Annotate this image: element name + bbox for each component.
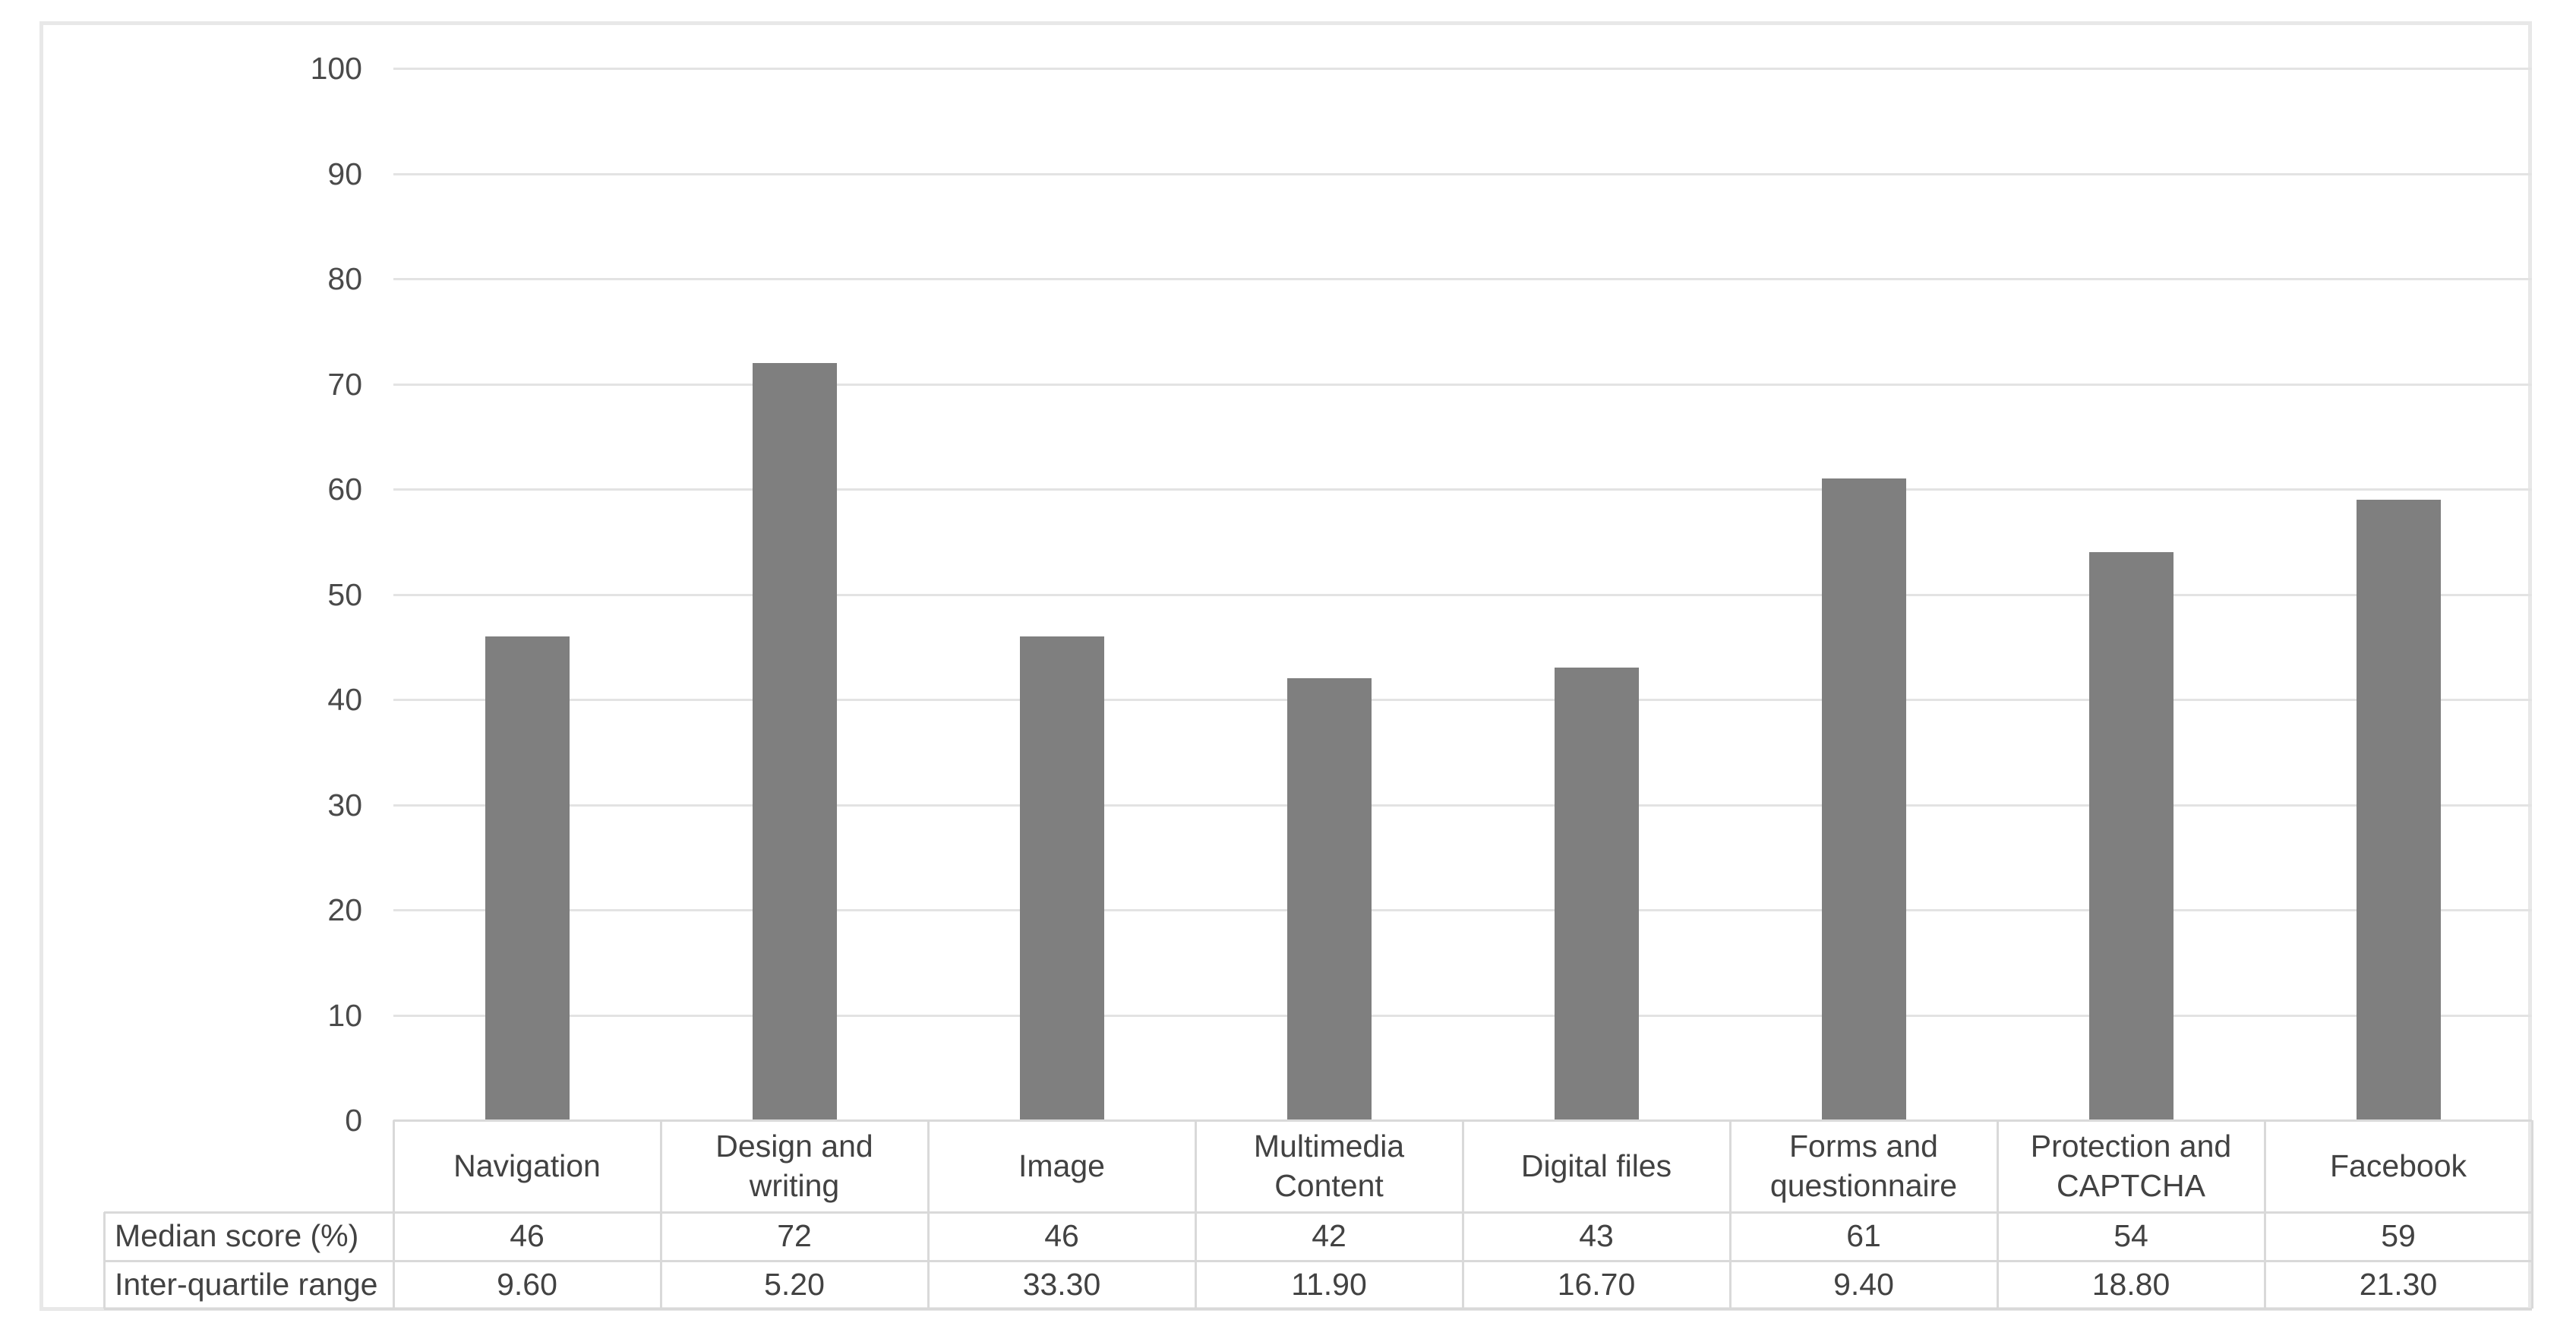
value-cell-s0-4: 43 — [1579, 1218, 1614, 1254]
category-label: Digital files — [1520, 1148, 1672, 1183]
value-cell-s1-3: 11.90 — [1291, 1266, 1367, 1302]
y-tick-label-60: 60 — [327, 472, 362, 507]
bar-4 — [1554, 668, 1639, 1120]
value-cell-s0-3: 42 — [1312, 1218, 1346, 1254]
y-gridline-80 — [393, 278, 2532, 280]
table-vline-0 — [393, 1120, 395, 1309]
y-gridline-70 — [393, 383, 2532, 386]
category-cell-5: Forms and questionnaire — [1730, 1120, 1997, 1212]
value-cell-s1-5: 9.40 — [1833, 1266, 1894, 1302]
y-tick-label-80: 80 — [327, 261, 362, 296]
category-label: Navigation — [453, 1148, 601, 1183]
bar-0 — [485, 636, 570, 1120]
category-cell-1: Design and writing — [661, 1120, 928, 1212]
bar-1 — [752, 362, 837, 1120]
y-gridline-20 — [393, 909, 2532, 911]
value-cell-s0-1: 72 — [777, 1218, 812, 1254]
y-gridline-40 — [393, 699, 2532, 701]
y-gridline-90 — [393, 172, 2532, 175]
category-label: Forms and questionnaire — [1769, 1129, 1958, 1203]
value-cell-s1-0: 9.60 — [497, 1266, 557, 1302]
table-vline-8 — [2531, 1120, 2533, 1309]
category-label: Multimedia Content — [1253, 1129, 1405, 1203]
y-gridline-30 — [393, 804, 2532, 807]
category-label: Facebook — [2329, 1148, 2467, 1183]
category-cell-0: Navigation — [393, 1120, 661, 1212]
y-tick-label-20: 20 — [327, 892, 362, 927]
category-label: Image — [1018, 1148, 1105, 1183]
category-cell-7: Facebook — [2265, 1120, 2532, 1212]
category-label: Protection and CAPTCHA — [2030, 1129, 2232, 1203]
bar-7 — [2356, 499, 2441, 1120]
value-cell-s0-6: 54 — [2114, 1218, 2148, 1254]
value-cell-s1-4: 16.70 — [1557, 1266, 1636, 1302]
value-cell-s1-2: 33.30 — [1022, 1266, 1101, 1302]
category-cell-2: Image — [928, 1120, 1195, 1212]
value-cell-s0-7: 59 — [2381, 1218, 2416, 1254]
row-header-0: Median score (%) — [115, 1218, 359, 1254]
bar-6 — [2088, 552, 2174, 1120]
y-tick-label-90: 90 — [327, 156, 362, 191]
bar-2 — [1019, 636, 1104, 1120]
bar-5 — [1821, 478, 1906, 1120]
table-vline-3 — [1195, 1120, 1197, 1309]
value-cell-s0-5: 61 — [1846, 1218, 1881, 1254]
y-tick-label-0: 0 — [345, 1103, 362, 1138]
category-cell-6: Protection and CAPTCHA — [1997, 1120, 2265, 1212]
y-gridline-10 — [393, 1014, 2532, 1017]
table-hline-1 — [104, 1211, 2532, 1214]
table-vline-1 — [660, 1120, 662, 1309]
table-vline-5 — [1729, 1120, 1732, 1309]
row-header-1: Inter-quartile range — [115, 1266, 378, 1302]
value-cell-s1-1: 5.20 — [764, 1266, 825, 1302]
y-tick-label-100: 100 — [310, 51, 362, 86]
value-cell-s1-7: 21.30 — [2359, 1266, 2438, 1302]
bar-3 — [1286, 678, 1372, 1120]
table-vline-7 — [2264, 1120, 2266, 1309]
y-gridline-50 — [393, 593, 2532, 596]
table-vline-header-left — [103, 1212, 106, 1309]
table-vline-6 — [1997, 1120, 1999, 1309]
y-tick-label-30: 30 — [327, 787, 362, 823]
table-hline-3 — [104, 1308, 2532, 1310]
table-vline-2 — [927, 1120, 930, 1309]
y-gridline-100 — [393, 68, 2532, 70]
value-cell-s1-6: 18.80 — [2091, 1266, 2170, 1302]
value-cell-s0-0: 46 — [510, 1218, 545, 1254]
table-vline-4 — [1462, 1120, 1464, 1309]
y-tick-label-70: 70 — [327, 366, 362, 402]
category-label: Design and writing — [715, 1129, 873, 1203]
category-cell-3: Multimedia Content — [1195, 1120, 1463, 1212]
y-tick-label-10: 10 — [327, 997, 362, 1033]
table-hline-2 — [104, 1260, 2532, 1262]
y-tick-label-40: 40 — [327, 682, 362, 717]
y-gridline-60 — [393, 488, 2532, 491]
y-tick-label-50: 50 — [327, 576, 362, 612]
value-cell-s0-2: 46 — [1044, 1218, 1079, 1254]
category-cell-4: Digital files — [1463, 1120, 1730, 1212]
